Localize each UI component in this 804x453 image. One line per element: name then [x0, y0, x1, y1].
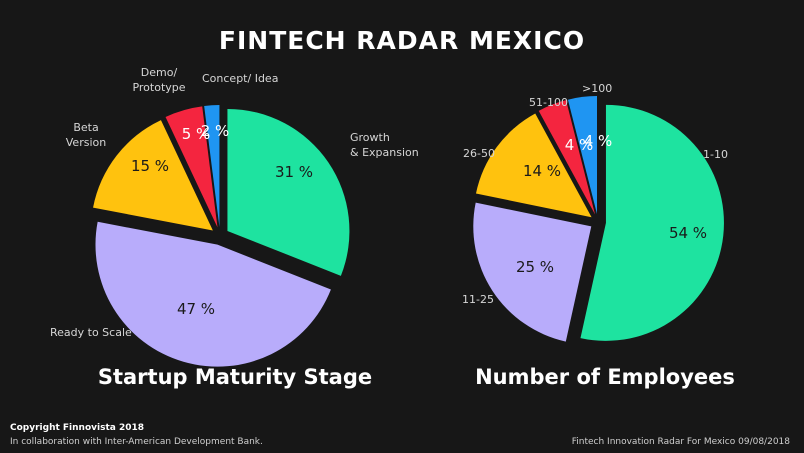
source-text: Fintech Innovation Radar For Mexico 09/0… [571, 437, 790, 447]
value-label-maturity-1: 47 % [177, 300, 215, 318]
value-label-employees-4: 4 % [584, 132, 613, 150]
page-title: FINTECH RADAR MEXICO [218, 26, 586, 55]
pie-slice-employees-1 [473, 202, 592, 342]
pie-slice-employees-3 [538, 100, 596, 215]
copyright-text: Copyright Finnovista 2018 [10, 423, 145, 433]
value-label-maturity-2: 15 % [131, 157, 169, 175]
value-label-maturity-0: 31 % [275, 163, 313, 181]
category-label-maturity-1: Ready to Scale [50, 326, 132, 339]
category-label-maturity-2: Beta Version [66, 121, 106, 149]
pie-slice-employees-2 [475, 113, 592, 218]
collaboration-text: In collaboration with Inter-American Dev… [10, 437, 263, 447]
pie-slice-employees-4 [567, 96, 598, 215]
pie-slice-employees-0 [580, 104, 724, 341]
value-label-employees-2: 14 % [523, 162, 561, 180]
category-label-employees-1: 11-25 [462, 293, 494, 306]
value-label-maturity-4: 2 % [201, 122, 230, 140]
category-label-maturity-4: Concept/ Idea [202, 72, 278, 85]
category-label-employees-4: >100 [582, 82, 612, 95]
pie-slice-maturity-3 [165, 106, 218, 228]
category-label-employees-0: 1-10 [703, 148, 728, 161]
pie-slice-maturity-0 [227, 108, 350, 276]
value-label-employees-1: 25 % [516, 258, 554, 276]
chart-title-employees: Number of Employees [475, 365, 735, 389]
chart-title-maturity: Startup Maturity Stage [97, 365, 373, 389]
value-label-employees-0: 54 % [669, 224, 707, 242]
pie-slice-maturity-4 [204, 105, 220, 228]
pie-slice-maturity-2 [93, 120, 213, 231]
category-label-maturity-3: Demo/Prototype [132, 66, 185, 94]
value-label-maturity-3: 5 % [182, 125, 211, 143]
category-label-employees-2: 26-50 [463, 147, 495, 160]
value-label-employees-3: 4 % [565, 136, 594, 154]
category-label-employees-3: 51-100 [529, 96, 568, 109]
category-label-maturity-0: Growth & Expansion [350, 131, 419, 159]
pie-slice-maturity-1 [95, 221, 331, 367]
